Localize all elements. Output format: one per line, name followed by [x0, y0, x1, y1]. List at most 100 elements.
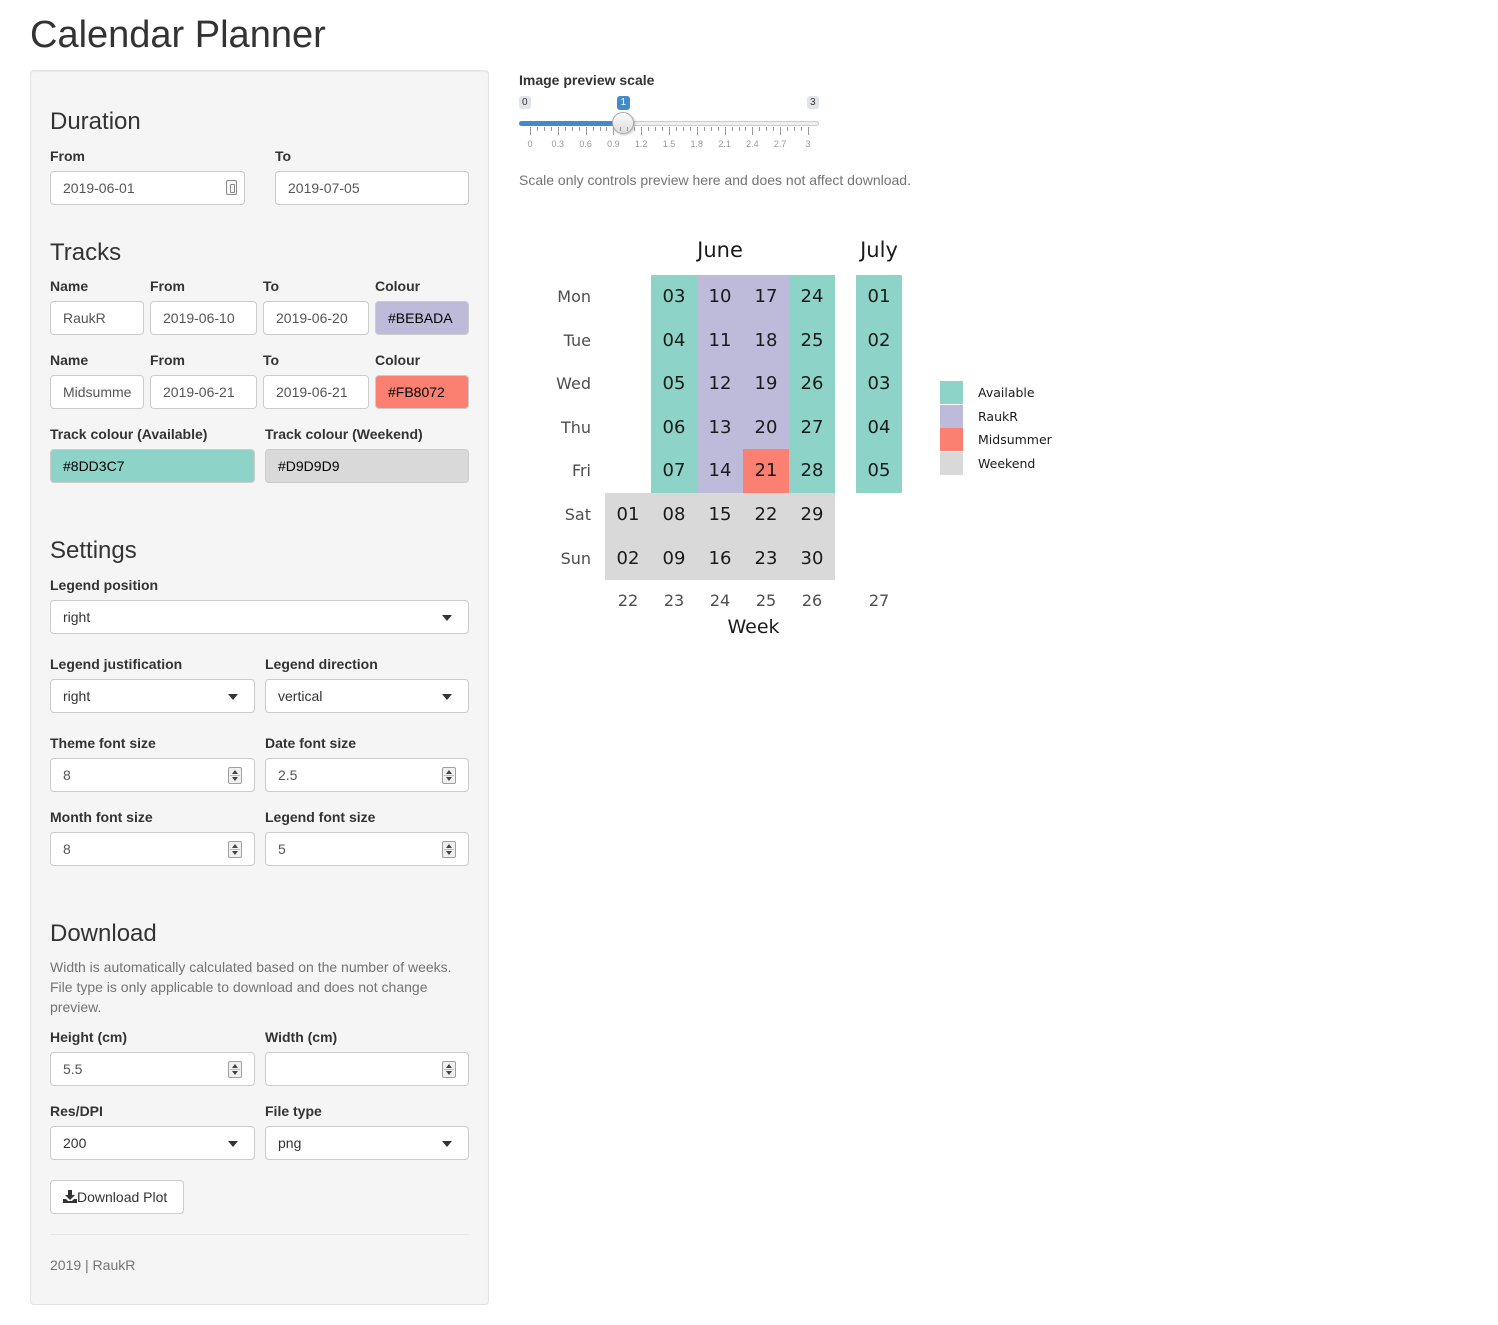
day-label: Tue: [563, 330, 591, 350]
slider-fill: [519, 121, 623, 126]
calendar-cell: 08: [651, 493, 697, 537]
spinner-icon[interactable]: [228, 841, 242, 858]
legend-justification-label: Legend justification: [50, 656, 183, 672]
download-plot-label: Download Plot: [77, 1189, 168, 1205]
day-label: Fri: [571, 461, 591, 481]
slider-minor-tick: [773, 127, 775, 131]
slider-minor-tick: [571, 127, 573, 131]
duration-from-input[interactable]: 2019-06-01: [50, 171, 245, 205]
duration-from-label: From: [50, 148, 85, 164]
month-font-value: 8: [63, 841, 71, 857]
calendar-cell: 26: [789, 362, 835, 406]
track2-from-input[interactable]: 2019-06-21: [150, 375, 257, 409]
slider-tick: [808, 127, 809, 135]
legend-position-select[interactable]: right: [50, 600, 469, 634]
slider-tick-label: 2.1: [718, 139, 731, 149]
day-label: Mon: [557, 287, 591, 306]
slider-value-label: 1: [616, 96, 631, 110]
slider-minor-tick: [717, 127, 719, 131]
dpi-select[interactable]: 200: [50, 1126, 255, 1160]
spinner-icon[interactable]: [228, 1061, 242, 1078]
slider-tick: [669, 127, 670, 135]
slider-tick-label: 2.4: [746, 139, 759, 149]
weekend-colour-picker[interactable]: #D9D9D9: [265, 449, 469, 483]
tracks-heading: Tracks: [50, 239, 122, 266]
slider-handle[interactable]: [611, 112, 634, 134]
slider-tick: [724, 127, 726, 135]
slider-tick-label: 0.6: [579, 139, 592, 149]
x-axis-title: Week: [727, 616, 780, 638]
available-colour-label: Track colour (Available): [50, 426, 208, 442]
track1-name-input[interactable]: RaukR: [50, 301, 144, 335]
download-plot-button[interactable]: Download Plot: [50, 1180, 184, 1214]
legend-position-value: right: [63, 609, 91, 625]
legend-justification-value: right: [63, 688, 91, 704]
slider-minor-tick: [662, 127, 664, 131]
week-label: 22: [617, 591, 639, 610]
legend-label: Midsummer: [978, 432, 1052, 448]
track1-name-label: Name: [50, 278, 89, 294]
calendar-cell: 03: [651, 275, 697, 319]
calendar-cell: 19: [743, 362, 789, 406]
track1-to-input[interactable]: 2019-06-20: [263, 301, 369, 335]
calendar-cell: 27: [789, 405, 835, 450]
slider-minor-tick: [766, 127, 768, 131]
track1-colour-picker[interactable]: #BEBADA: [375, 301, 469, 335]
slider-minor-tick: [648, 127, 650, 131]
duration-to-label: To: [275, 148, 292, 164]
legend-direction-select[interactable]: vertical: [265, 679, 469, 713]
calendar-cell: 14: [697, 449, 743, 493]
legend-direction-label: Legend direction: [265, 656, 378, 672]
legend-font-input[interactable]: 5: [265, 832, 469, 866]
legend-key: [940, 381, 963, 404]
week-label: 24: [709, 591, 731, 610]
spinner-icon[interactable]: [442, 767, 456, 784]
slider-minor-tick: [787, 127, 789, 131]
slider-minor-tick: [682, 127, 684, 131]
spinner-icon[interactable]: [442, 841, 456, 858]
spinner-icon[interactable]: [228, 767, 242, 784]
calendar-cell: 17: [743, 275, 789, 319]
filetype-select[interactable]: png: [265, 1126, 469, 1160]
filetype-label: File type: [265, 1103, 322, 1119]
slider-minor-tick: [592, 127, 594, 131]
height-input[interactable]: 5.5: [50, 1052, 255, 1086]
slider-min-label: 0: [519, 96, 531, 109]
slider-tick-label: 2.7: [773, 139, 787, 149]
calendar-cell: 22: [743, 493, 789, 537]
date-font-label: Date font size: [265, 735, 357, 751]
theme-font-input[interactable]: 8: [50, 758, 255, 792]
track2-name-input[interactable]: Midsumme: [50, 375, 144, 409]
calendar-icon[interactable]: [226, 180, 237, 195]
track1-from-input[interactable]: 2019-06-10: [150, 301, 257, 335]
available-colour-picker[interactable]: #8DD3C7: [50, 449, 255, 483]
chevron-down-icon: [442, 1141, 452, 1147]
chevron-down-icon: [442, 694, 452, 700]
slider-minor-tick: [689, 127, 691, 131]
calendar-cell: 01: [605, 493, 651, 537]
track1-to-label: To: [263, 278, 280, 294]
width-input[interactable]: [265, 1052, 469, 1086]
calendar-cell: 25: [789, 318, 835, 363]
month-font-label: Month font size: [50, 809, 153, 825]
date-font-input[interactable]: 2.5: [265, 758, 469, 792]
legend-key: [940, 404, 963, 428]
legend-justification-select[interactable]: right: [50, 679, 255, 713]
track2-to-input[interactable]: 2019-06-21: [263, 375, 369, 409]
duration-from-value: 2019-06-01: [63, 180, 135, 196]
calendar-cell: 07: [651, 449, 697, 493]
week-label: 26: [801, 591, 823, 610]
spinner-icon[interactable]: [442, 1061, 456, 1078]
track2-colour-picker[interactable]: #FB8072: [375, 375, 469, 409]
slider-minor-tick: [745, 127, 747, 131]
duration-to-input[interactable]: 2019-07-05: [275, 171, 469, 205]
slider-tick: [780, 127, 782, 135]
slider-minor-tick: [634, 127, 636, 131]
month-font-input[interactable]: 8: [50, 832, 255, 866]
width-label: Width (cm): [265, 1029, 338, 1045]
slider-minor-tick: [710, 127, 712, 131]
track1-from-label: From: [150, 278, 185, 294]
slider-tick-label: 3: [805, 139, 811, 149]
slider-tick: [641, 127, 643, 135]
chevron-down-icon: [228, 694, 238, 700]
